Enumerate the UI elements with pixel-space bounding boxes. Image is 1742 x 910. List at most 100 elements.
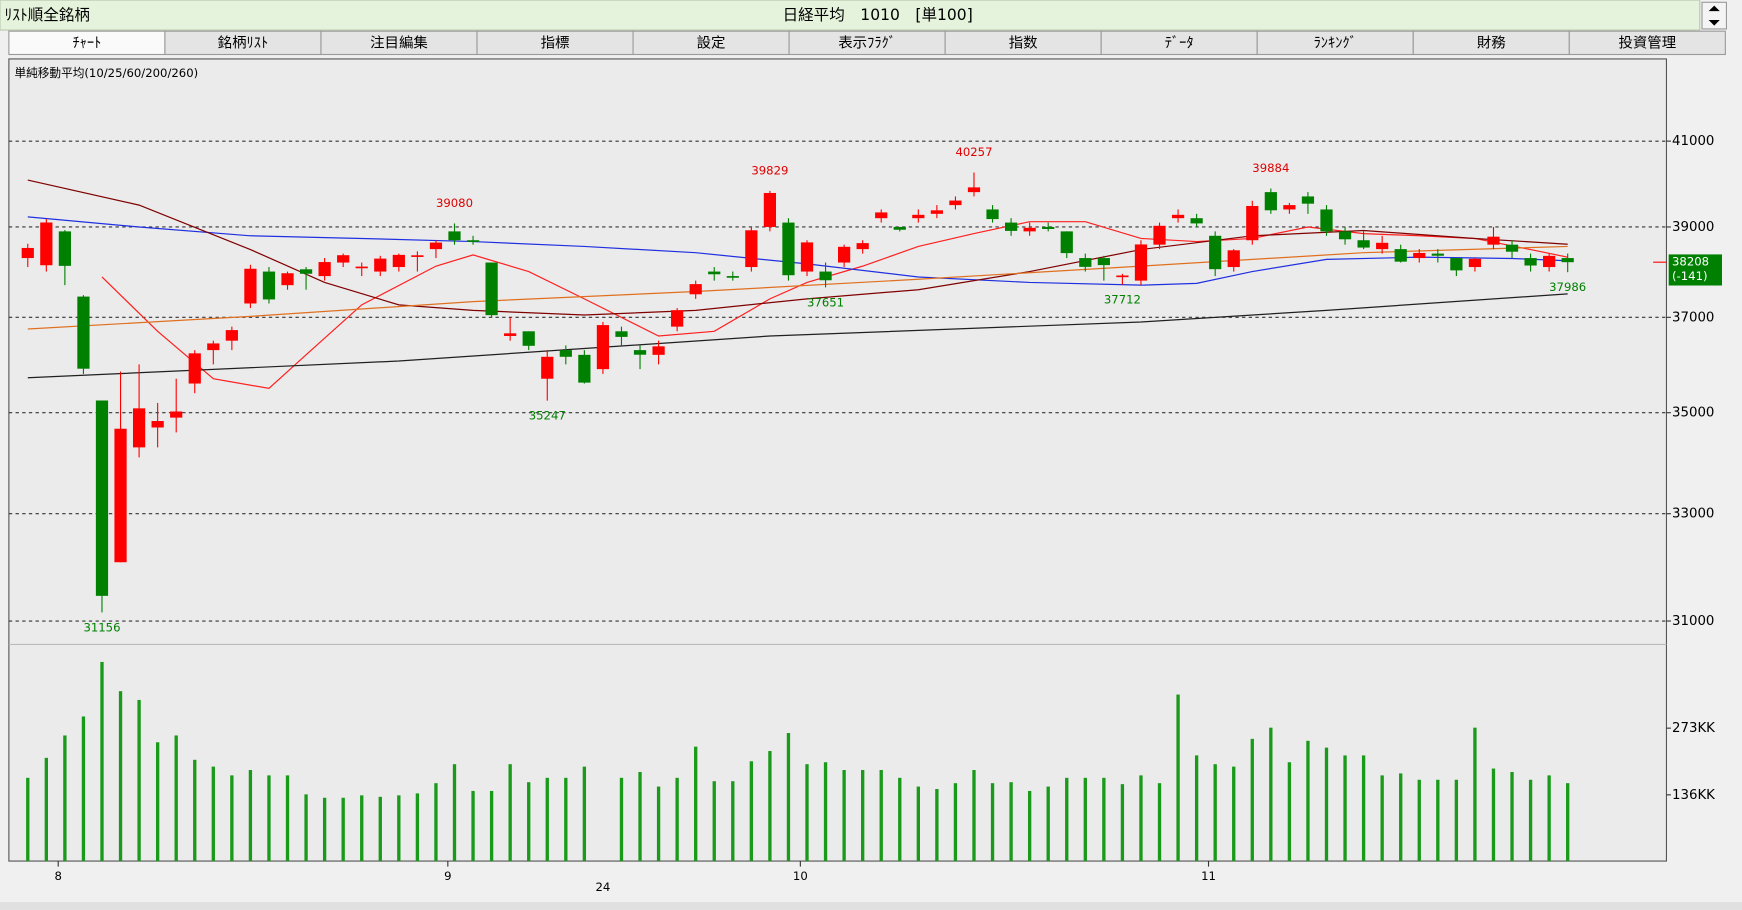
volume-bar	[489, 790, 494, 862]
moving-average	[27, 293, 1568, 379]
tab-label: ﾁｬｰﾄ	[72, 35, 101, 51]
volume-tick-label: 273KK	[1672, 721, 1716, 736]
high-label: 39080	[436, 196, 473, 210]
tab[interactable]	[1568, 30, 1726, 56]
candle-body	[1023, 227, 1036, 232]
volume-bar	[1473, 727, 1477, 862]
y-tick-label: 35000	[1672, 406, 1714, 421]
candle-body	[559, 350, 572, 357]
candle-body	[281, 273, 294, 286]
volume-bar	[1083, 777, 1087, 862]
volume-bar	[155, 742, 160, 862]
candle-body	[1413, 252, 1426, 259]
candle-body	[225, 330, 238, 341]
high-label: 39884	[1252, 161, 1289, 175]
volume-bar	[1065, 777, 1069, 862]
candle-body	[95, 400, 109, 596]
volume-bar	[211, 766, 215, 862]
candle-body	[58, 231, 71, 266]
volume-bar	[1250, 738, 1254, 862]
volume-bar	[1176, 694, 1180, 862]
candle-body	[578, 354, 591, 383]
candle-body	[875, 212, 888, 219]
volume-bar	[656, 786, 661, 862]
moving-average	[27, 245, 1568, 330]
last-price: 38208	[1672, 255, 1709, 269]
candle-body	[114, 428, 127, 563]
candle-body	[188, 353, 201, 384]
volume-bar	[267, 775, 271, 862]
volume-bar	[545, 777, 549, 862]
candle-body	[21, 247, 34, 259]
y-tick-label: 41000	[1672, 134, 1714, 149]
candle-body	[485, 262, 498, 316]
volume-bar	[619, 777, 624, 862]
candle-body	[1505, 244, 1519, 252]
volume-bar	[1528, 779, 1533, 862]
candle-body	[1060, 231, 1073, 254]
volume-bar	[508, 764, 512, 862]
volume-bar	[638, 771, 642, 862]
candle-body	[1468, 258, 1482, 268]
tab-label: 表示ﾌﾗｸﾞ	[838, 34, 896, 51]
candle-body	[967, 187, 981, 193]
candle-body	[244, 268, 257, 304]
volume-bar	[1417, 779, 1421, 862]
volume-bar	[805, 764, 809, 862]
volume-bar	[248, 770, 253, 862]
y-tick-label: 31000	[1672, 614, 1714, 629]
volume-bar	[100, 661, 104, 862]
candle-body	[1153, 225, 1166, 245]
candle-body	[1487, 236, 1500, 245]
volume-bar	[1269, 727, 1273, 862]
candle-body	[466, 240, 480, 242]
candle-body	[262, 271, 276, 300]
volume-bar	[63, 735, 67, 862]
candle-body	[1004, 222, 1018, 231]
candle-body	[392, 254, 405, 268]
volume-bar	[564, 777, 568, 862]
tab-bar: ﾁｬｰﾄ 銘柄ﾘｽﾄ 注目編集 指標 設定 表示ﾌﾗｸﾞ 指数 ﾃﾞｰﾀ ﾗﾝｷﾝｸﾞ 財務 投資管…	[8, 30, 1726, 56]
tab-label: 投資管理	[1618, 34, 1676, 51]
candle-body	[689, 284, 702, 295]
candle-body	[1190, 218, 1203, 224]
volume-bar	[953, 783, 958, 862]
volume-bar	[118, 691, 123, 862]
candle-body	[77, 296, 90, 369]
volume-bar	[1547, 775, 1551, 862]
candle-body	[299, 269, 313, 274]
volume-bar	[174, 735, 178, 862]
low-label: 37986	[1549, 280, 1586, 294]
volume-bar	[1306, 740, 1310, 862]
candle-body	[132, 408, 146, 448]
candle-body	[708, 271, 721, 275]
volume-bar	[378, 796, 382, 862]
volume-bar	[916, 786, 920, 862]
tab-label: ﾗﾝｷﾝｸﾞ	[1314, 34, 1357, 51]
volume-bar	[137, 699, 141, 862]
header-bar	[0, 0, 1701, 31]
x-tick-label: 11	[1201, 869, 1216, 883]
candle-body	[355, 266, 368, 269]
volume-bar	[749, 761, 754, 862]
header-title: ﾘｽﾄ順全銘柄	[4, 6, 90, 24]
volume-bar	[972, 770, 976, 862]
candle-body	[986, 209, 999, 220]
volume-bar	[712, 781, 716, 862]
candle-body	[151, 421, 164, 428]
tab-label: 指標	[541, 34, 570, 51]
volume-bar	[768, 751, 772, 862]
volume-bar	[434, 783, 438, 862]
candle-body	[1561, 258, 1574, 263]
tab-label: 指数	[1009, 34, 1038, 51]
volume-bar	[471, 790, 475, 862]
candle-body	[1079, 258, 1092, 267]
moving-average	[101, 221, 1568, 390]
volume-bar	[1027, 790, 1032, 862]
volume-bar	[1139, 775, 1143, 862]
candle-body	[1134, 244, 1148, 281]
volume-bar	[675, 777, 679, 862]
candle-body	[374, 258, 387, 272]
candle-body	[652, 346, 665, 355]
